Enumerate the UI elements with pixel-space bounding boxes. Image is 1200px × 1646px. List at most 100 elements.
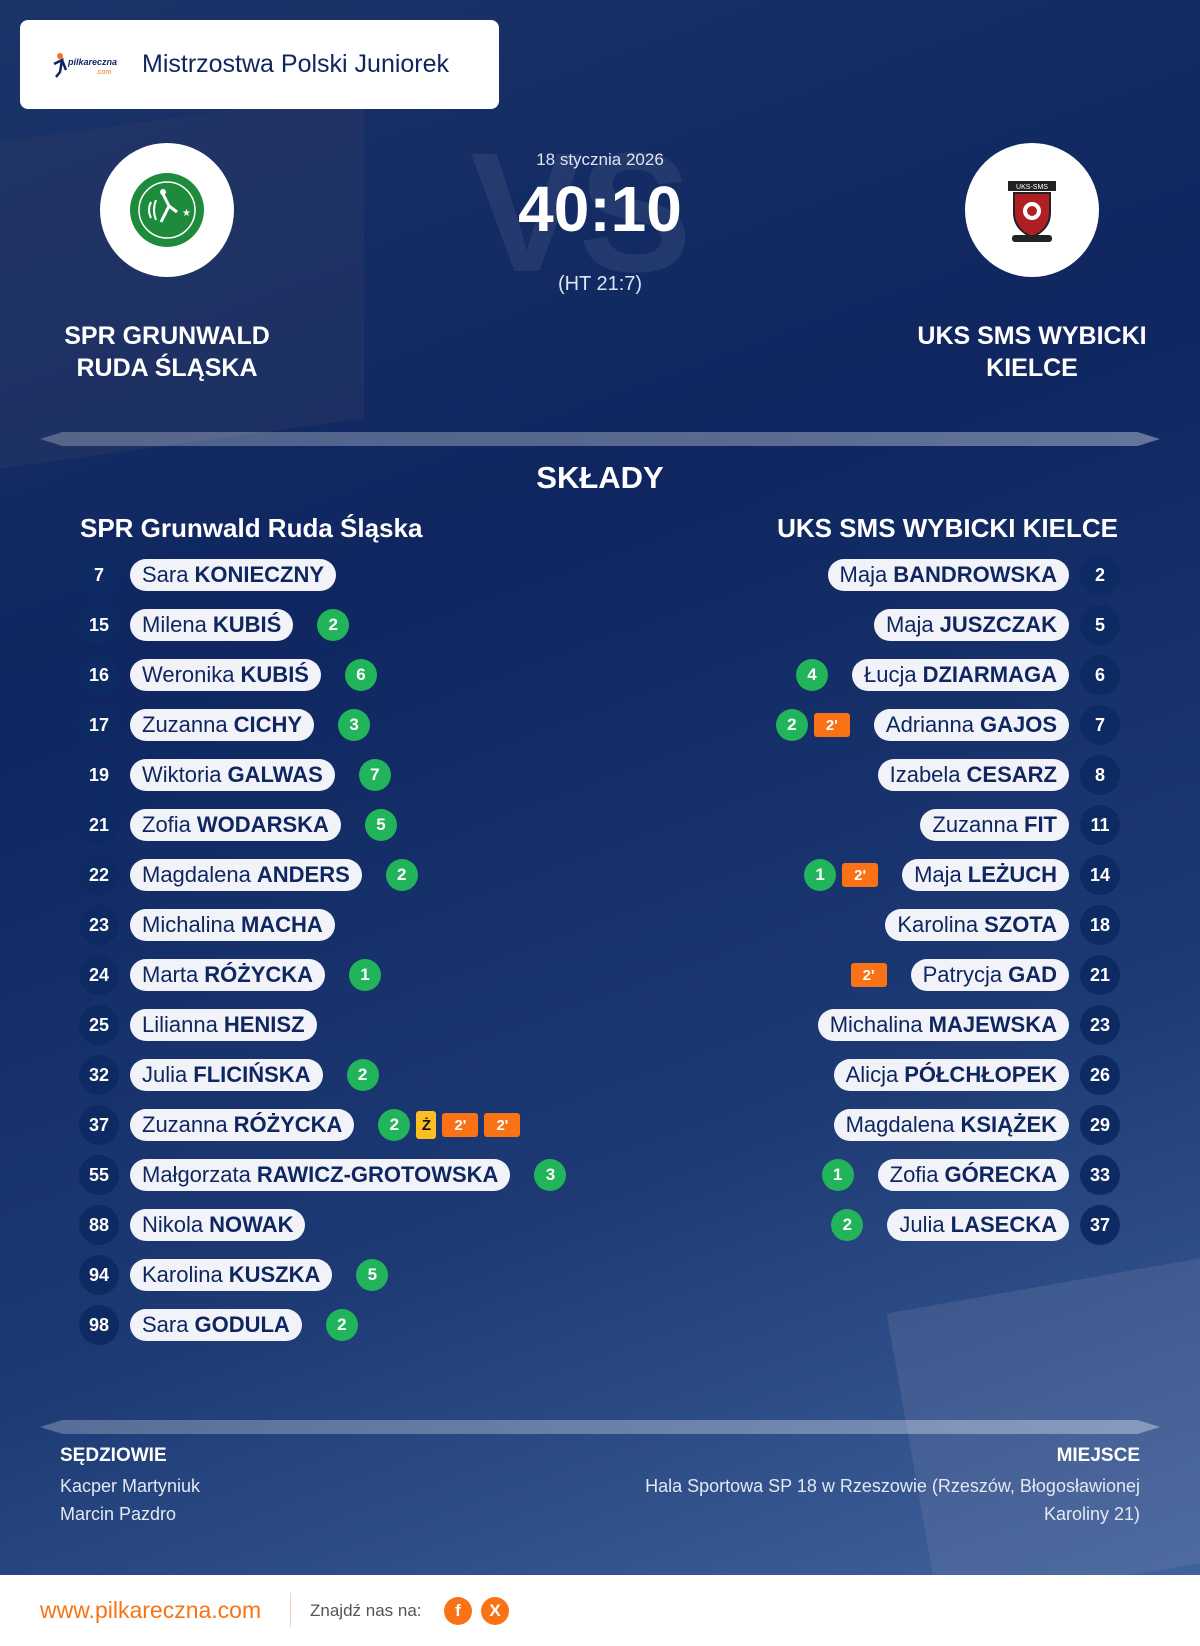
player-name[interactable]: Zuzanna FIT xyxy=(920,809,1069,841)
player-name[interactable]: Adrianna GAJOS xyxy=(873,709,1069,741)
player-row: 1 2' Maja LEŻUCH 14 xyxy=(804,855,1120,895)
player-last-name: GODULA xyxy=(194,1312,290,1337)
away-name-line2: KIELCE xyxy=(986,354,1078,382)
player-name[interactable]: Łucja DZIARMAGA xyxy=(851,659,1069,691)
player-number: 32 xyxy=(79,1055,119,1095)
player-row: 25 Lilianna HENISZ xyxy=(79,1005,317,1045)
pilkareczna-logo: pilkareczna .com xyxy=(50,50,120,80)
player-last-name: FLICIŃSKA xyxy=(193,1062,311,1087)
player-name[interactable]: Wiktoria GALWAS xyxy=(130,759,335,791)
player-last-name: GAD xyxy=(1008,962,1057,987)
player-number: 14 xyxy=(1080,855,1120,895)
player-last-name: HENISZ xyxy=(223,1012,305,1037)
player-number: 24 xyxy=(79,955,119,995)
player-name[interactable]: Milena KUBIŚ xyxy=(130,609,294,641)
player-first-name: Izabela xyxy=(889,762,961,787)
player-stats: 5 xyxy=(332,1259,389,1291)
competition-card: pilkareczna .com Mistrzostwa Polski Junio… xyxy=(20,20,499,109)
player-name[interactable]: Magdalena ANDERS xyxy=(130,859,362,891)
player-first-name: Adrianna xyxy=(885,712,974,737)
player-number: 16 xyxy=(79,655,119,695)
player-first-name: Sara xyxy=(142,562,189,587)
goals-badge: 1 xyxy=(349,959,382,991)
player-stats: 2 xyxy=(831,1209,864,1241)
facebook-icon[interactable]: f xyxy=(444,1597,472,1625)
player-number: 7 xyxy=(79,555,119,595)
home-team-name: SPR GRUNWALD RUDA ŚLĄSKA xyxy=(27,320,307,384)
halftime-score: (HT 21:7) xyxy=(557,273,643,295)
player-name[interactable]: Karolina KUSZKA xyxy=(130,1259,333,1291)
player-name[interactable]: Izabela CESARZ xyxy=(877,759,1069,791)
player-first-name: Julia xyxy=(899,1212,945,1237)
player-number: 23 xyxy=(79,905,119,945)
player-first-name: Weronika xyxy=(142,662,235,687)
divider xyxy=(40,1420,1160,1434)
player-number: 21 xyxy=(79,805,119,845)
player-stats: 3 xyxy=(314,709,371,741)
player-name[interactable]: Zofia WODARSKA xyxy=(130,809,341,841)
goals-badge: 5 xyxy=(364,809,397,841)
player-last-name: GÓRECKA xyxy=(944,1162,1057,1187)
player-stats: 4 xyxy=(795,659,828,691)
player-name[interactable]: Magdalena KSIĄŻEK xyxy=(833,1109,1069,1141)
player-name[interactable]: Lilianna HENISZ xyxy=(130,1009,317,1041)
player-name[interactable]: Maja JUSZCZAK xyxy=(873,609,1069,641)
player-stats: 7 xyxy=(335,759,391,791)
player-name[interactable]: Julia LASECKA xyxy=(887,1209,1069,1241)
player-number: 11 xyxy=(1080,805,1120,845)
x-icon[interactable]: X xyxy=(481,1597,509,1625)
player-name[interactable]: Weronika KUBIŚ xyxy=(130,659,321,691)
player-stats: 1 xyxy=(325,959,382,991)
divider xyxy=(40,432,1160,446)
player-name[interactable]: Karolina SZOTA xyxy=(885,909,1069,941)
player-row: 55 Małgorzata RAWICZ-GROTOWSKA 3 xyxy=(79,1155,567,1195)
player-name[interactable]: Alicja PÓŁCHŁOPEK xyxy=(833,1059,1069,1091)
player-row: 16 Weronika KUBIŚ 6 xyxy=(79,655,377,695)
player-name[interactable]: Zuzanna RÓŻYCKA xyxy=(130,1109,355,1141)
player-number: 21 xyxy=(1080,955,1120,995)
player-name[interactable]: Maja LEŻUCH xyxy=(902,859,1069,891)
player-name[interactable]: Małgorzata RAWICZ-GROTOWSKA xyxy=(130,1159,511,1191)
svg-text:★: ★ xyxy=(182,208,191,219)
player-row: 88 Nikola NOWAK xyxy=(79,1205,306,1245)
player-first-name: Julia xyxy=(142,1062,188,1087)
svg-text:pilkareczna: pilkareczna xyxy=(67,57,117,67)
suspension-badge: 2' xyxy=(484,1113,521,1137)
website-link[interactable]: www.pilkareczna.com xyxy=(40,1597,262,1623)
player-first-name: Łucja xyxy=(863,662,917,687)
referee-name: Kacper Martyniuk xyxy=(60,1476,201,1496)
home-lineup-title: SPR Grunwald Ruda Śląska xyxy=(80,513,423,543)
player-name[interactable]: Zofia GÓRECKA xyxy=(877,1159,1069,1191)
goals-badge: 1 xyxy=(821,1159,854,1191)
player-last-name: JUSZCZAK xyxy=(939,612,1057,637)
player-name[interactable]: Sara KONIECZNY xyxy=(130,559,337,591)
player-first-name: Patrycja xyxy=(922,962,1003,987)
player-stats: 3 xyxy=(510,1159,567,1191)
lineups-title: SKŁADY xyxy=(536,460,664,495)
player-name[interactable]: Julia FLICIŃSKA xyxy=(130,1059,323,1091)
player-name[interactable]: Michalina MAJEWSKA xyxy=(817,1009,1069,1041)
player-name[interactable]: Marta RÓŻYCKA xyxy=(130,959,326,991)
player-name[interactable]: Sara GODULA xyxy=(130,1309,302,1341)
player-name[interactable]: Michalina MACHA xyxy=(130,909,335,941)
player-name[interactable]: Maja BANDROWSKA xyxy=(827,559,1069,591)
home-name-line1: SPR GRUNWALD xyxy=(64,322,270,350)
goals-badge: 3 xyxy=(534,1159,567,1191)
player-stats: 6 xyxy=(321,659,377,691)
goals-badge: 3 xyxy=(338,709,371,741)
player-name[interactable]: Zuzanna CICHY xyxy=(130,709,315,741)
final-score: 40:10 xyxy=(518,173,682,245)
player-row: 2' Patrycja GAD 21 xyxy=(850,955,1120,995)
player-number: 37 xyxy=(79,1105,119,1145)
footer: www.pilkareczna.com Znajdź nas na: f X xyxy=(0,1575,1200,1646)
player-first-name: Michalina xyxy=(142,912,235,937)
player-last-name: PÓŁCHŁOPEK xyxy=(904,1062,1057,1087)
player-name[interactable]: Patrycja GAD xyxy=(910,959,1069,991)
player-number: 5 xyxy=(1080,605,1120,645)
player-last-name: RÓŻYCKA xyxy=(204,962,314,987)
player-number: 55 xyxy=(79,1155,119,1195)
player-row: Izabela CESARZ 8 xyxy=(854,755,1120,795)
player-first-name: Zuzanna xyxy=(932,812,1018,837)
player-number: 33 xyxy=(1080,1155,1120,1195)
player-name[interactable]: Nikola NOWAK xyxy=(130,1209,306,1241)
